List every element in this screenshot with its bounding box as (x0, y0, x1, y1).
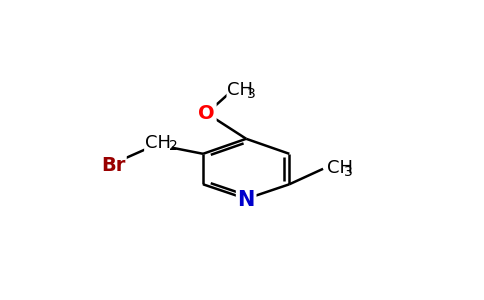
Text: 3: 3 (247, 87, 256, 101)
Text: 2: 2 (168, 140, 178, 153)
Text: O: O (198, 104, 215, 123)
Text: Br: Br (101, 156, 125, 175)
Text: CH: CH (227, 81, 254, 99)
Text: N: N (238, 190, 255, 210)
Text: 3: 3 (344, 165, 352, 178)
Text: CH: CH (145, 134, 171, 152)
Text: CH: CH (327, 159, 353, 177)
